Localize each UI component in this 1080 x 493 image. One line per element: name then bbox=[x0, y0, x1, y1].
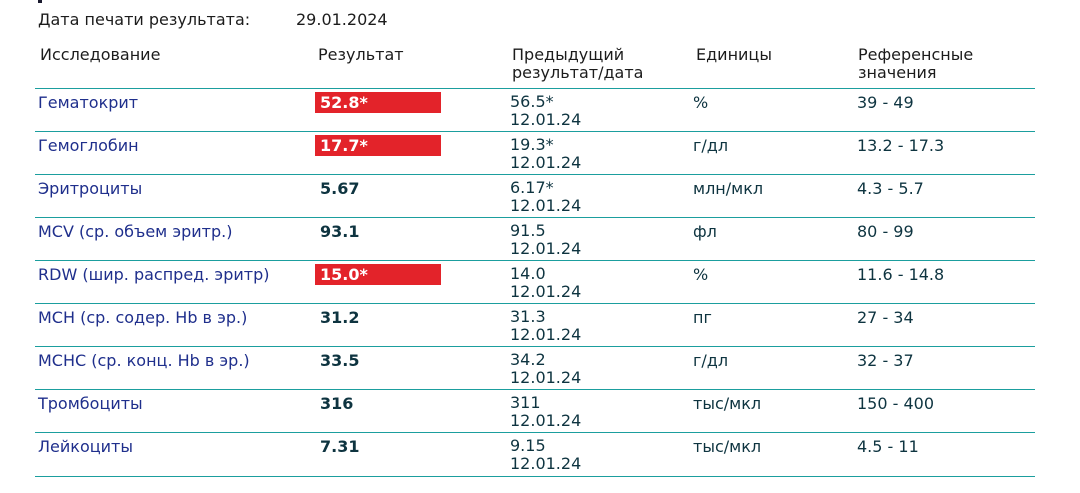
table-row: MCV (ср. объем эритр.) 93.1 91.5 12.01.2… bbox=[35, 217, 1035, 260]
previous-date: 12.01.24 bbox=[510, 239, 582, 258]
test-result: 31.2 bbox=[320, 308, 360, 327]
test-name: Лейкоциты bbox=[38, 437, 133, 456]
previous-result: 34.2 12.01.24 bbox=[510, 351, 581, 387]
reference-range: 80 - 99 bbox=[857, 222, 914, 241]
header-previous-line1: Предыдущий bbox=[512, 45, 625, 64]
reference-range: 4.3 - 5.7 bbox=[857, 179, 924, 198]
top-cropped-mark bbox=[38, 0, 42, 3]
previous-value: 311 bbox=[510, 393, 541, 412]
previous-value: 9.15 bbox=[510, 436, 546, 455]
test-unit: % bbox=[693, 93, 709, 112]
previous-date: 12.01.24 bbox=[510, 411, 582, 430]
test-name: MCV (ср. объем эритр.) bbox=[38, 222, 233, 241]
previous-date: 12.01.24 bbox=[510, 153, 582, 172]
header-name: Исследование bbox=[40, 45, 161, 64]
reference-range: 32 - 37 bbox=[857, 351, 914, 370]
previous-date: 12.01.24 bbox=[510, 454, 582, 473]
test-result: 52.8* bbox=[315, 92, 441, 113]
previous-result: 6.17* 12.01.24 bbox=[510, 179, 581, 215]
header-units: Единицы bbox=[696, 45, 772, 64]
previous-result: 311 12.01.24 bbox=[510, 394, 581, 430]
test-name: Эритроциты bbox=[38, 179, 143, 198]
test-name: RDW (шир. распред. эритр) bbox=[38, 265, 270, 284]
print-date-label: Дата печати результата: bbox=[38, 9, 251, 29]
previous-value: 14.0 bbox=[510, 264, 546, 283]
previous-value: 56.5* bbox=[510, 92, 554, 111]
header-result: Результат bbox=[318, 45, 404, 64]
test-unit: тыс/мкл bbox=[693, 437, 762, 456]
reference-range: 13.2 - 17.3 bbox=[857, 136, 945, 155]
test-result: 316 bbox=[320, 394, 354, 413]
test-result: 15.0* bbox=[315, 264, 441, 285]
previous-date: 12.01.24 bbox=[510, 325, 582, 344]
previous-date: 12.01.24 bbox=[510, 368, 582, 387]
reference-range: 27 - 34 bbox=[857, 308, 914, 327]
table-row: MCH (ср. содер. Hb в эр.) 31.2 31.3 12.0… bbox=[35, 303, 1035, 346]
test-unit: млн/мкл bbox=[693, 179, 764, 198]
previous-result: 9.15 12.01.24 bbox=[510, 437, 581, 473]
test-result: 7.31 bbox=[320, 437, 360, 456]
test-result: 33.5 bbox=[320, 351, 360, 370]
results-table: Гематокрит 52.8* 56.5* 12.01.24 % 39 - 4… bbox=[35, 88, 1035, 477]
test-name: MCHC (ср. конц. Hb в эр.) bbox=[38, 351, 250, 370]
previous-result: 14.0 12.01.24 bbox=[510, 265, 581, 301]
table-row: Гемоглобин 17.7* 19.3* 12.01.24 г/дл 13.… bbox=[35, 131, 1035, 174]
previous-date: 12.01.24 bbox=[510, 196, 582, 215]
test-unit: % bbox=[693, 265, 709, 284]
test-unit: тыс/мкл bbox=[693, 394, 762, 413]
table-row: RDW (шир. распред. эритр) 15.0* 14.0 12.… bbox=[35, 260, 1035, 303]
header-reference-line2: значения bbox=[858, 63, 937, 82]
header-previous: Предыдущий результат/дата bbox=[512, 46, 672, 82]
table-row: Гематокрит 52.8* 56.5* 12.01.24 % 39 - 4… bbox=[35, 88, 1035, 131]
test-name: Гемоглобин bbox=[38, 136, 139, 155]
previous-value: 6.17* bbox=[510, 178, 554, 197]
test-result: 17.7* bbox=[315, 135, 441, 156]
test-unit: г/дл bbox=[693, 136, 729, 155]
previous-date: 12.01.24 bbox=[510, 282, 582, 301]
reference-range: 11.6 - 14.8 bbox=[857, 265, 945, 284]
print-date-row: Дата печати результата: 29.01.2024 bbox=[38, 7, 388, 31]
reference-range: 150 - 400 bbox=[857, 394, 935, 413]
test-name: Тромбоциты bbox=[38, 394, 143, 413]
header-reference: Референсные значения bbox=[858, 46, 1028, 82]
previous-result: 31.3 12.01.24 bbox=[510, 308, 581, 344]
header-previous-line2: результат/дата bbox=[512, 63, 644, 82]
test-result: 93.1 bbox=[320, 222, 360, 241]
previous-result: 91.5 12.01.24 bbox=[510, 222, 581, 258]
reference-range: 39 - 49 bbox=[857, 93, 914, 112]
table-row: Лейкоциты 7.31 9.15 12.01.24 тыс/мкл 4.5… bbox=[35, 432, 1035, 477]
previous-result: 56.5* 12.01.24 bbox=[510, 93, 581, 129]
test-unit: пг bbox=[693, 308, 712, 327]
test-result: 5.67 bbox=[320, 179, 360, 198]
header-reference-line1: Референсные bbox=[858, 45, 974, 64]
previous-value: 34.2 bbox=[510, 350, 546, 369]
previous-date: 12.01.24 bbox=[510, 110, 582, 129]
reference-range: 4.5 - 11 bbox=[857, 437, 919, 456]
previous-result: 19.3* 12.01.24 bbox=[510, 136, 581, 172]
table-row: Эритроциты 5.67 6.17* 12.01.24 млн/мкл 4… bbox=[35, 174, 1035, 217]
table-row: Тромбоциты 316 311 12.01.24 тыс/мкл 150 … bbox=[35, 389, 1035, 432]
table-row: MCHC (ср. конц. Hb в эр.) 33.5 34.2 12.0… bbox=[35, 346, 1035, 389]
previous-value: 31.3 bbox=[510, 307, 546, 326]
test-unit: г/дл bbox=[693, 351, 729, 370]
previous-value: 91.5 bbox=[510, 221, 546, 240]
test-name: MCH (ср. содер. Hb в эр.) bbox=[38, 308, 248, 327]
table-header: Исследование Результат Предыдущий резуль… bbox=[40, 46, 1040, 86]
test-unit: фл bbox=[693, 222, 717, 241]
test-name: Гематокрит bbox=[38, 93, 139, 112]
print-date-value: 29.01.2024 bbox=[296, 9, 388, 29]
previous-value: 19.3* bbox=[510, 135, 554, 154]
